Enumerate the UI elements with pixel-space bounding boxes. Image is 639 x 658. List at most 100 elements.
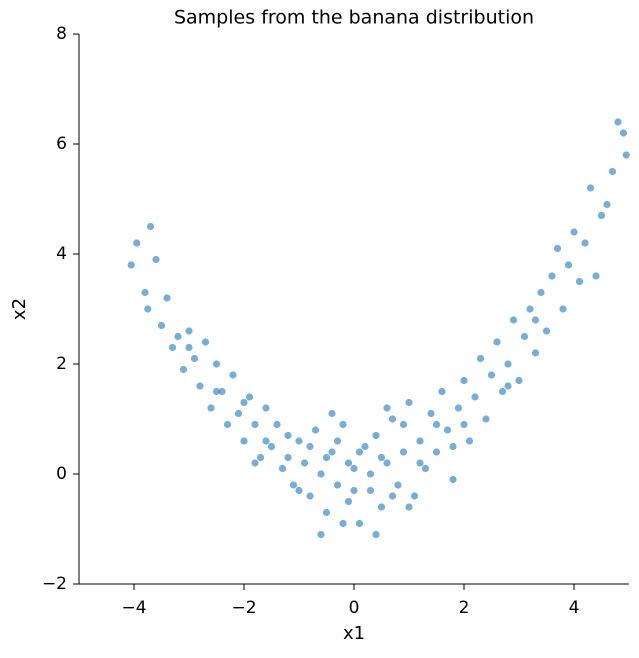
point [317, 530, 325, 539]
point [388, 492, 397, 500]
point [603, 200, 611, 209]
point [322, 453, 331, 462]
point [201, 338, 210, 346]
point [372, 530, 380, 539]
point [449, 442, 457, 451]
point [575, 277, 584, 286]
point [157, 321, 166, 330]
point [163, 294, 171, 302]
point [141, 288, 149, 297]
point [504, 360, 512, 368]
point [212, 387, 221, 396]
point [526, 305, 534, 313]
point [493, 338, 501, 346]
point [405, 398, 413, 407]
point [262, 404, 270, 412]
point [460, 420, 468, 429]
point [482, 415, 490, 423]
point [564, 261, 573, 269]
point [383, 404, 391, 412]
point [548, 272, 556, 280]
point [344, 497, 353, 506]
point [559, 305, 567, 313]
point [416, 437, 424, 445]
x-tick-label: 0 [349, 598, 360, 618]
point [570, 228, 578, 236]
point [223, 420, 232, 429]
point [432, 448, 441, 456]
point [449, 475, 457, 484]
point [251, 420, 259, 429]
point [438, 387, 446, 396]
point [377, 453, 386, 462]
point [614, 118, 622, 126]
point [531, 316, 540, 324]
point [366, 486, 375, 495]
point [471, 393, 479, 401]
point [262, 437, 270, 445]
point [361, 442, 369, 451]
point [383, 459, 391, 467]
point [218, 387, 226, 396]
point [295, 486, 303, 495]
point [311, 426, 320, 434]
point [608, 167, 617, 176]
chart-title: Samples from the banana distribution [174, 7, 534, 29]
point [179, 365, 188, 374]
point [295, 437, 303, 445]
point [328, 448, 336, 456]
point [267, 442, 276, 451]
point [394, 481, 402, 489]
point [622, 151, 630, 159]
point [289, 481, 298, 489]
point [278, 464, 287, 473]
point [245, 393, 254, 401]
point [322, 508, 331, 517]
point [460, 376, 468, 385]
point [597, 211, 606, 220]
y-tick-label: 4 [56, 244, 67, 264]
point [542, 327, 551, 335]
point [333, 437, 342, 445]
point [190, 354, 199, 363]
point [251, 459, 259, 467]
point [377, 503, 386, 511]
point [410, 492, 419, 500]
y-tick-label: 0 [56, 464, 67, 484]
point [317, 470, 325, 478]
point [306, 492, 314, 500]
point [405, 503, 413, 511]
point [284, 453, 292, 462]
point [240, 437, 248, 445]
x-tick-label: 2 [459, 598, 470, 618]
point [300, 459, 309, 467]
point [487, 371, 496, 379]
point [284, 431, 292, 440]
point [531, 349, 540, 357]
point [421, 464, 430, 473]
point [454, 404, 463, 412]
point [592, 272, 600, 280]
point [476, 354, 485, 363]
point [185, 343, 193, 352]
point [366, 470, 375, 478]
x-tick-label: −4 [121, 598, 146, 618]
point [273, 420, 281, 429]
point [388, 415, 397, 423]
point [333, 481, 342, 489]
point [619, 129, 628, 137]
point [586, 184, 595, 192]
point [509, 316, 518, 324]
point [127, 261, 135, 269]
point [520, 332, 529, 341]
x-tick-label: −2 [231, 598, 256, 618]
point [240, 398, 248, 407]
point [399, 448, 408, 456]
point [537, 288, 545, 297]
y-tick-label: 6 [56, 134, 67, 154]
point [416, 459, 424, 467]
point [212, 360, 221, 368]
point [355, 448, 364, 456]
point [355, 519, 364, 528]
